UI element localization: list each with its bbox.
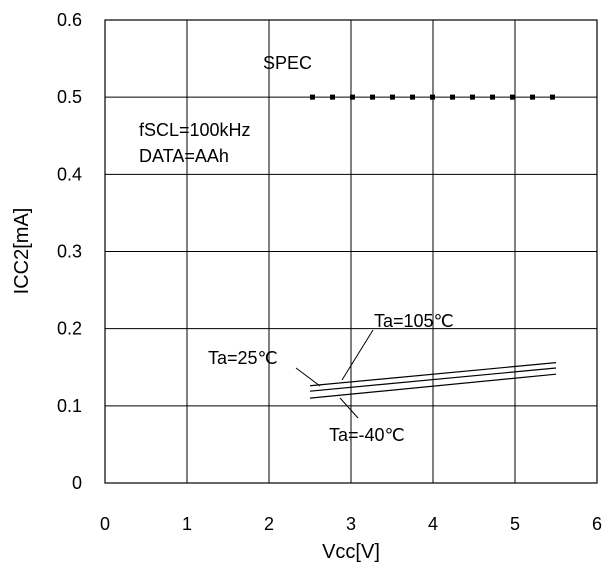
x-tick-label: 6 — [592, 514, 602, 534]
spec-label: SPEC — [263, 53, 312, 73]
y-tick-label: 0.3 — [57, 242, 82, 262]
label-ta-105: Ta=105℃ — [374, 311, 454, 331]
leader-ta-105 — [341, 329, 374, 381]
y-tick-label: 0.5 — [57, 87, 82, 107]
x-tick-label: 3 — [346, 514, 356, 534]
x-axis-label: Vcc[V] — [322, 541, 380, 563]
plot-frame — [104, 19, 598, 484]
label-ta-neg40: Ta=-40℃ — [329, 425, 405, 445]
x-tick-label: 2 — [264, 514, 274, 534]
x-tick-label: 1 — [182, 514, 192, 534]
label-ta-25: Ta=25℃ — [208, 348, 278, 368]
series-lines — [309, 362, 557, 399]
series-line-ta-neg40 — [309, 373, 557, 399]
y-tick-label: 0.2 — [57, 319, 82, 339]
series-line-ta-105 — [309, 362, 557, 387]
y-tick-label: 0.4 — [57, 164, 82, 184]
leader-ta-25 — [295, 367, 321, 387]
y-tick-label: 0.6 — [57, 10, 82, 30]
grid — [104, 19, 598, 484]
x-tick-label: 4 — [428, 514, 438, 534]
x-tick-label: 0 — [100, 514, 110, 534]
x-tick-label: 5 — [510, 514, 520, 534]
condition-fscl: fSCL=100kHz — [139, 120, 251, 140]
y-tick-labels: 0 0.1 0.2 0.3 0.4 0.5 0.6 — [57, 10, 82, 493]
x-tick-labels: 0 1 2 3 4 5 6 — [100, 514, 602, 534]
y-axis-label: ICC2[mA] — [11, 208, 33, 295]
series-line-ta-25 — [309, 367, 557, 392]
y-tick-label: 0.1 — [57, 396, 82, 416]
leader-ta-neg40 — [339, 397, 359, 419]
y-tick-label: 0 — [72, 473, 82, 493]
condition-data: DATA=AAh — [139, 146, 229, 166]
